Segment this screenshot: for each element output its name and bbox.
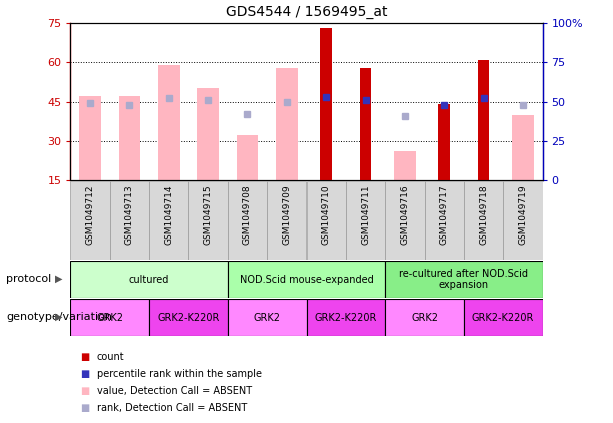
Text: GSM1049719: GSM1049719 <box>519 184 527 245</box>
Text: GRK2-K220R: GRK2-K220R <box>472 313 535 323</box>
Text: cultured: cultured <box>129 275 169 285</box>
Text: protocol: protocol <box>6 274 51 284</box>
Bar <box>394 151 416 180</box>
Text: GRK2: GRK2 <box>254 313 281 323</box>
Bar <box>267 181 306 260</box>
Bar <box>464 181 503 260</box>
Bar <box>197 88 219 180</box>
Text: NOD.Scid mouse-expanded: NOD.Scid mouse-expanded <box>240 275 373 285</box>
Bar <box>306 299 385 336</box>
Text: GSM1049714: GSM1049714 <box>164 184 173 245</box>
Bar <box>424 181 464 260</box>
Bar <box>346 181 385 260</box>
Bar <box>237 135 258 180</box>
Text: percentile rank within the sample: percentile rank within the sample <box>97 369 262 379</box>
Text: rank, Detection Call = ABSENT: rank, Detection Call = ABSENT <box>97 403 247 413</box>
Text: ▶: ▶ <box>55 274 62 284</box>
Text: genotype/variation: genotype/variation <box>6 312 112 322</box>
Bar <box>228 299 306 336</box>
Text: ■: ■ <box>80 403 89 413</box>
Bar <box>320 28 332 180</box>
Title: GDS4544 / 1569495_at: GDS4544 / 1569495_at <box>226 5 387 19</box>
Bar <box>512 115 534 180</box>
Bar <box>360 68 371 180</box>
Bar <box>228 261 385 298</box>
Bar <box>385 261 543 298</box>
Text: GSM1049712: GSM1049712 <box>86 184 94 245</box>
Text: ▶: ▶ <box>55 312 62 322</box>
Bar <box>438 104 450 180</box>
Text: GSM1049711: GSM1049711 <box>361 184 370 245</box>
Text: GSM1049708: GSM1049708 <box>243 184 252 245</box>
Bar <box>276 68 298 180</box>
Bar <box>70 181 110 260</box>
Text: GSM1049716: GSM1049716 <box>400 184 409 245</box>
Text: ■: ■ <box>80 352 89 363</box>
Text: ■: ■ <box>80 386 89 396</box>
Text: value, Detection Call = ABSENT: value, Detection Call = ABSENT <box>97 386 252 396</box>
Text: GSM1049713: GSM1049713 <box>125 184 134 245</box>
Text: GRK2-K220R: GRK2-K220R <box>314 313 377 323</box>
Text: GSM1049715: GSM1049715 <box>204 184 213 245</box>
Bar <box>70 261 228 298</box>
Bar <box>70 299 149 336</box>
Bar <box>158 65 180 180</box>
Text: GSM1049717: GSM1049717 <box>440 184 449 245</box>
Bar <box>110 181 149 260</box>
Text: GSM1049709: GSM1049709 <box>283 184 291 245</box>
Text: GRK2-K220R: GRK2-K220R <box>158 313 219 323</box>
Bar <box>385 299 464 336</box>
Bar <box>189 181 228 260</box>
Text: GRK2: GRK2 <box>411 313 438 323</box>
Text: GRK2: GRK2 <box>96 313 123 323</box>
Text: ■: ■ <box>80 369 89 379</box>
Bar <box>503 181 543 260</box>
Bar <box>478 60 489 180</box>
Bar <box>306 181 346 260</box>
Text: GSM1049710: GSM1049710 <box>322 184 330 245</box>
Bar <box>385 181 424 260</box>
Text: count: count <box>97 352 124 363</box>
Bar <box>464 299 543 336</box>
Bar <box>79 96 101 180</box>
Text: GSM1049718: GSM1049718 <box>479 184 488 245</box>
Bar <box>149 299 228 336</box>
Text: re-cultured after NOD.Scid
expansion: re-cultured after NOD.Scid expansion <box>399 269 528 291</box>
Bar <box>149 181 189 260</box>
Bar <box>119 96 140 180</box>
Bar <box>228 181 267 260</box>
